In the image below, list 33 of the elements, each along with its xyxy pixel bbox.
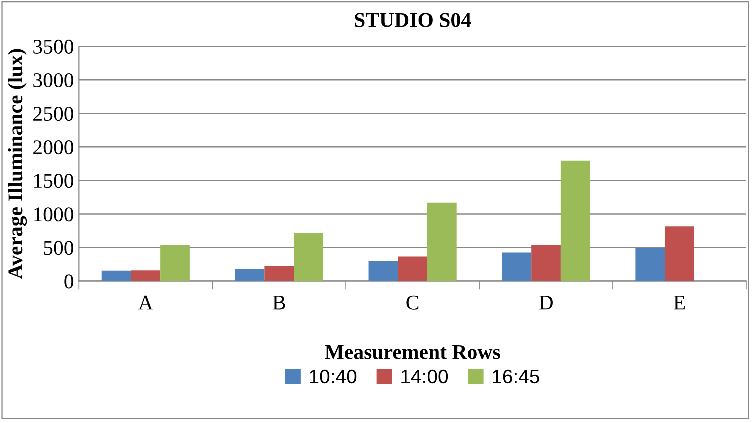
- bar: [102, 270, 132, 282]
- y-axis-title: Average Illuminance (lux): [8, 49, 28, 280]
- x-tick-label: C: [406, 296, 419, 310]
- bar: [427, 202, 457, 282]
- legend-label: 16:45: [493, 370, 540, 384]
- x-tick-label: A: [138, 296, 154, 310]
- y-tick-label: 1500: [34, 174, 74, 188]
- y-tick-label: 0: [64, 274, 74, 289]
- y-tick-label: 2500: [34, 106, 74, 122]
- y-tick-label: 2000: [34, 140, 74, 155]
- bar: [560, 160, 590, 282]
- bar: [532, 245, 561, 282]
- y-tick-label: 3000: [34, 73, 74, 88]
- chart-title: STUDIO S04: [355, 13, 472, 28]
- x-tick-label: E: [674, 296, 686, 310]
- bar: [235, 269, 265, 282]
- x-axis-title: Measurement Rows: [325, 345, 500, 360]
- x-tick-label: B: [273, 296, 286, 310]
- bar: [665, 226, 694, 282]
- bar: [636, 248, 666, 282]
- bar: [294, 233, 324, 282]
- bar: [398, 256, 428, 282]
- legend-label: 10:40: [310, 370, 357, 384]
- bar: [131, 270, 161, 282]
- y-tick-label: 3500: [34, 40, 74, 54]
- bar: [264, 266, 294, 282]
- x-tick-label: D: [539, 296, 553, 310]
- legend-label: 14:00: [402, 370, 448, 384]
- y-tick-label: 500: [44, 241, 74, 256]
- bar: [368, 262, 398, 282]
- bar: [160, 245, 190, 282]
- bar: [502, 252, 532, 282]
- y-tick-label: 1000: [34, 208, 74, 222]
